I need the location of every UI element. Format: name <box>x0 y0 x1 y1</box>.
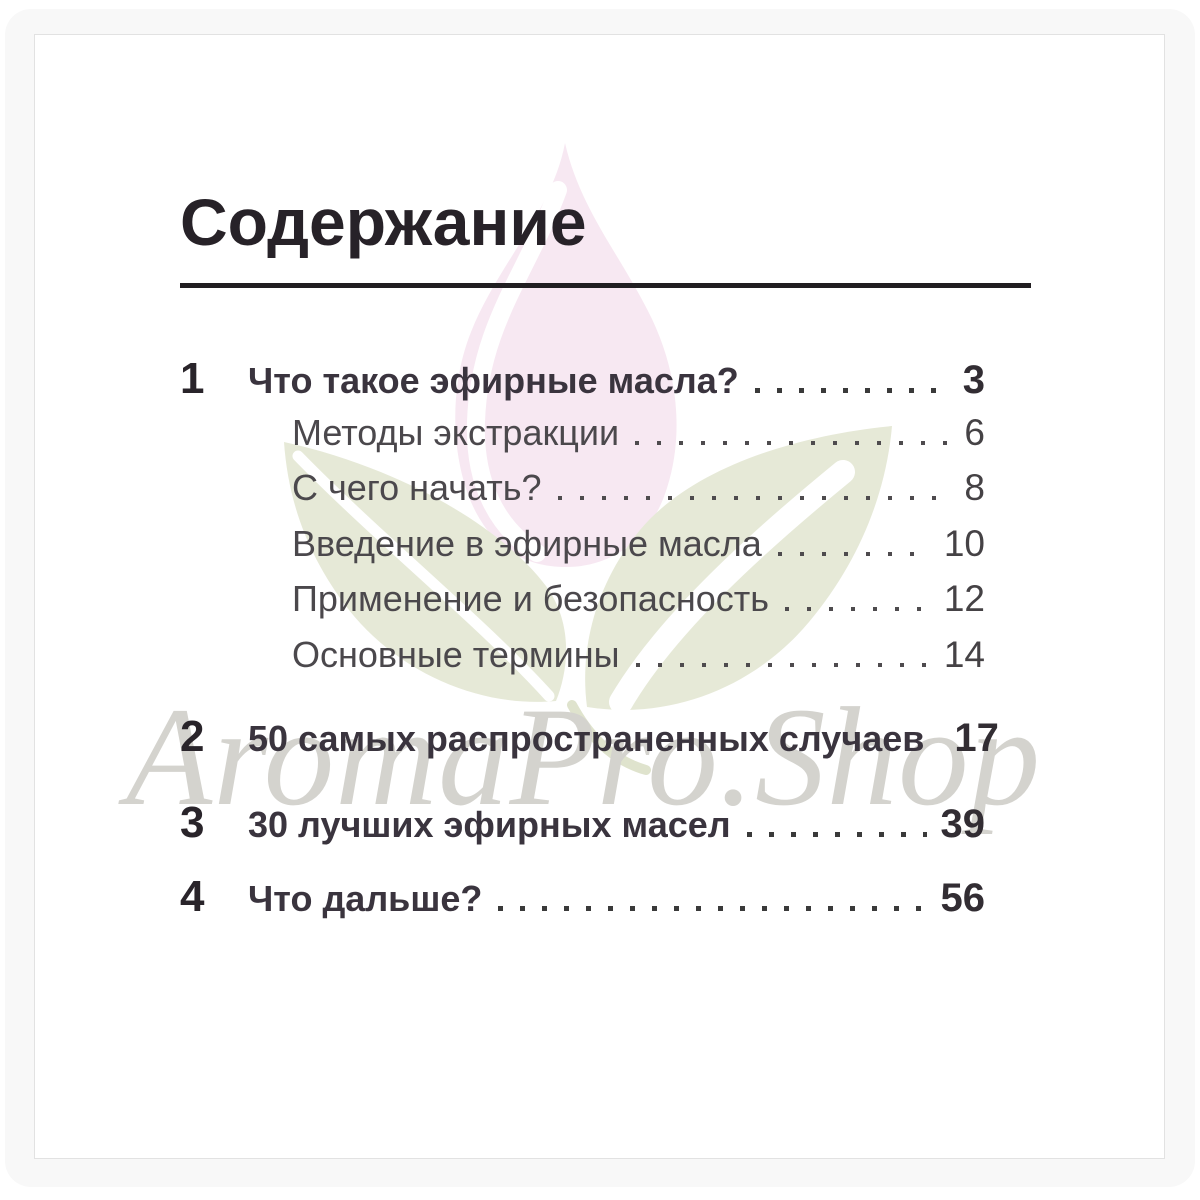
toc-entry: Методы экстракции 6 <box>180 408 985 458</box>
page-title: Содержание <box>180 185 587 259</box>
toc-entry-label: 30 лучших эфирных масел <box>248 804 731 845</box>
toc-entry: 3 30 лучших эфирных масел 39 <box>180 798 985 850</box>
dot-leader <box>746 832 927 837</box>
toc-page-number: 6 <box>964 412 985 453</box>
toc-entry-label: 50 самых распространенных случаев <box>248 718 925 759</box>
toc-page-number: 10 <box>943 523 985 564</box>
toc-entry-label: Что такое эфирные масла? <box>248 360 739 401</box>
toc-entry-label: Основные термины <box>292 634 620 675</box>
toc-entry-label: С чего начать? <box>292 467 542 508</box>
toc-entry: Введение в эфирные масла 10 <box>180 519 985 569</box>
toc-page-number: 3 <box>962 358 985 402</box>
dot-leader <box>557 496 951 500</box>
toc-entry: Применение и безопасность 12 <box>180 574 985 624</box>
toc-page-number: 14 <box>943 634 985 675</box>
chapter-number: 2 <box>180 712 205 761</box>
toc-page-number: 39 <box>940 802 986 846</box>
dot-leader <box>635 441 951 445</box>
chapter-number: 1 <box>180 354 205 403</box>
chapter-number: 4 <box>180 872 205 921</box>
toc-page-number: 17 <box>954 716 999 760</box>
dot-leader <box>777 552 930 556</box>
toc-entry-label: Применение и безопасность <box>292 578 770 619</box>
dot-leader <box>635 663 930 667</box>
toc-page-number: 8 <box>964 467 985 508</box>
title-divider <box>180 283 1031 288</box>
dot-leader <box>754 388 949 393</box>
toc-entry-label: Методы экстракции <box>292 412 620 453</box>
toc-entry: Основные термины 14 <box>180 630 985 680</box>
toc-entry: 2 50 самых распространенных случаев 17 <box>180 712 999 764</box>
toc-entry-label: Что дальше? <box>248 878 483 919</box>
dot-leader <box>785 607 930 611</box>
toc-entry: С чего начать? 8 <box>180 463 985 513</box>
toc-entry-label: Введение в эфирные масла <box>292 523 762 564</box>
toc-entry: 4 Что дальше? 56 <box>180 872 985 924</box>
toc-page-number: 12 <box>943 578 985 619</box>
toc-entry: 1 Что такое эфирные масла? 3 <box>180 354 985 406</box>
dot-leader <box>498 906 927 911</box>
chapter-number: 3 <box>180 798 205 847</box>
toc-page-number: 56 <box>940 876 986 920</box>
